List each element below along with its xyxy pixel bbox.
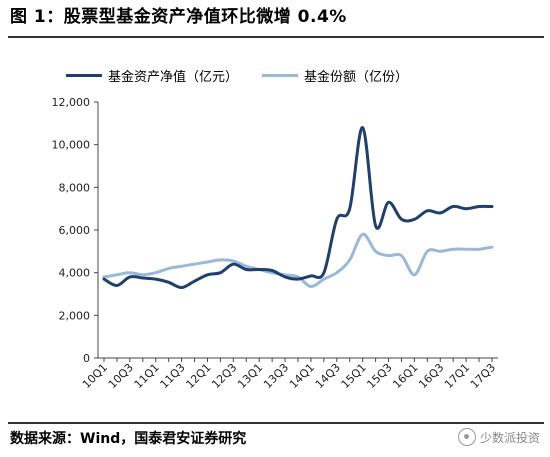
figure-title: 图 1：股票型基金资产净值环比微增 0.4%	[10, 7, 347, 27]
legend-label-shares: 基金份额（亿份）	[304, 70, 409, 85]
y-tick-label: 0	[83, 352, 90, 365]
x-tick-label: 17Q1	[442, 361, 472, 391]
y-tick-label: 10,000	[52, 139, 91, 152]
watermark-text: 少数派投资	[479, 430, 540, 445]
y-tick-label: 2,000	[59, 309, 91, 322]
y-tick-label: 8,000	[59, 181, 91, 194]
x-tick-label: 15Q3	[364, 361, 394, 391]
watermark: 少数派投资	[457, 428, 540, 446]
x-tick-label: 14Q3	[313, 361, 343, 391]
x-tick-label: 15Q1	[339, 361, 369, 391]
title-rule	[8, 36, 544, 38]
legend-swatch-nav	[66, 74, 102, 77]
x-tick-label: 17Q3	[468, 361, 498, 391]
legend-item-nav: 基金资产净值（亿元）	[66, 66, 238, 85]
x-tick-label: 12Q3	[209, 361, 239, 391]
legend-swatch-shares	[262, 74, 299, 77]
y-tick-label: 6,000	[59, 224, 91, 237]
x-tick-label: 10Q3	[106, 361, 136, 391]
x-axis: 10Q110Q311Q111Q312Q112Q313Q113Q314Q114Q3…	[80, 357, 498, 391]
y-axis: 0 2,000 4,000 6,000 8,000 10,000 12,000	[52, 96, 99, 365]
x-tick-label: 13Q1	[235, 361, 265, 391]
x-tick-label: 14Q1	[287, 361, 317, 391]
legend-label-nav: 基金资产净值（亿元）	[108, 70, 239, 85]
y-tick-label: 4,000	[59, 267, 91, 280]
series-line-shares	[102, 232, 494, 288]
x-tick-label: 10Q1	[80, 361, 110, 391]
y-tick-label: 12,000	[52, 96, 91, 109]
series-line-nav	[102, 126, 494, 290]
series-layer	[102, 126, 494, 290]
x-tick-label: 12Q1	[183, 361, 213, 391]
wechat-icon	[457, 428, 476, 446]
chart-legend: 基金资产净值（亿元） 基金份额（亿份）	[66, 66, 432, 85]
x-tick-label: 11Q3	[158, 361, 188, 391]
x-tick-label: 16Q1	[390, 361, 420, 391]
source-rule	[8, 422, 544, 424]
x-tick-label: 16Q3	[416, 361, 446, 391]
legend-item-shares: 基金份额（亿份）	[262, 66, 408, 85]
x-tick-label: 11Q1	[132, 361, 162, 391]
x-tick-label: 13Q3	[261, 361, 291, 391]
source-note: 数据来源：Wind，国泰君安证券研究	[10, 431, 247, 447]
